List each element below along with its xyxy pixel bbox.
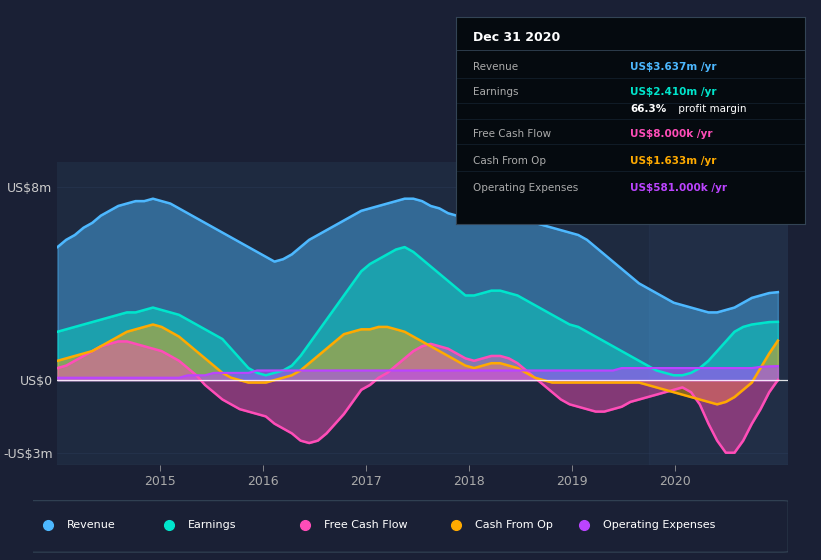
Text: Earnings: Earnings	[188, 520, 236, 530]
Text: US$3.637m /yr: US$3.637m /yr	[631, 62, 717, 72]
Text: profit margin: profit margin	[676, 104, 747, 114]
Text: US$581.000k /yr: US$581.000k /yr	[631, 183, 727, 193]
Text: Revenue: Revenue	[67, 520, 116, 530]
Text: US$2.410m /yr: US$2.410m /yr	[631, 87, 717, 97]
Text: Free Cash Flow: Free Cash Flow	[473, 129, 551, 139]
Text: Cash From Op: Cash From Op	[475, 520, 553, 530]
Text: Earnings: Earnings	[473, 87, 519, 97]
Text: Free Cash Flow: Free Cash Flow	[323, 520, 407, 530]
Text: Cash From Op: Cash From Op	[473, 156, 546, 166]
Text: Dec 31 2020: Dec 31 2020	[473, 31, 561, 44]
Text: US$8.000k /yr: US$8.000k /yr	[631, 129, 713, 139]
Text: Revenue: Revenue	[473, 62, 518, 72]
Bar	[649, 162, 788, 465]
Text: Operating Expenses: Operating Expenses	[473, 183, 578, 193]
Text: Operating Expenses: Operating Expenses	[603, 520, 715, 530]
Text: US$1.633m /yr: US$1.633m /yr	[631, 156, 717, 166]
Text: 66.3%: 66.3%	[631, 104, 667, 114]
